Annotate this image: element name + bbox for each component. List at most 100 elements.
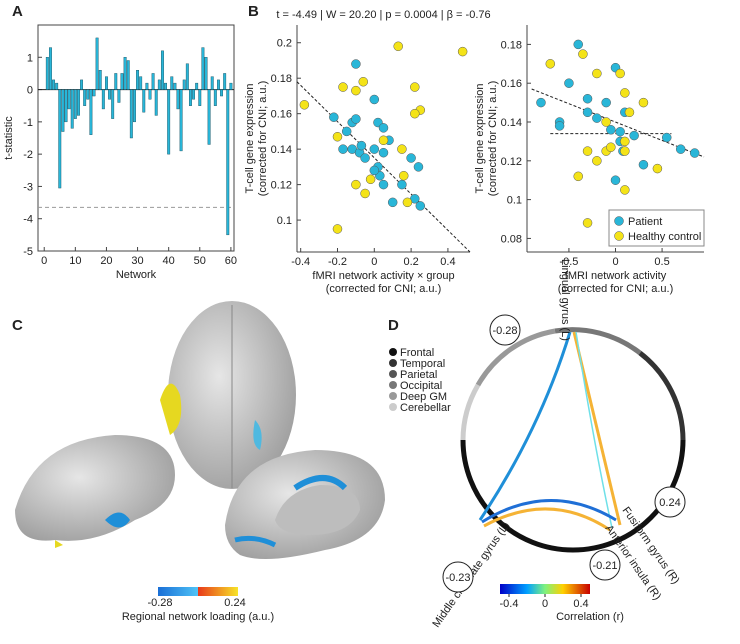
bar [64, 89, 68, 123]
bar [136, 69, 140, 90]
region-value: -0.28 [492, 325, 517, 337]
bar [154, 89, 158, 116]
y-tick-label: 0.16 [271, 109, 292, 121]
region-label: Lingual gyrus (L) [559, 259, 571, 341]
colorbar [158, 587, 198, 596]
y-tick-label: -4 [23, 214, 33, 226]
point [615, 68, 625, 79]
bar [164, 82, 168, 90]
y-tick-label: 0.14 [501, 117, 522, 129]
point [610, 175, 621, 185]
bar [117, 89, 121, 103]
y-axis-label: T-cell gene expression [244, 83, 256, 193]
point [413, 162, 424, 172]
point [606, 125, 616, 135]
point [329, 112, 339, 122]
x-tick-label: 10 [69, 255, 81, 267]
x-tick-label: 0.5 [654, 256, 669, 268]
point [675, 144, 686, 154]
y-tick-label: 0.18 [501, 39, 522, 51]
point [387, 197, 398, 208]
x-tick-label: 0.2 [403, 256, 418, 268]
colorbar-tick-label: 0 [542, 598, 548, 610]
point [351, 179, 361, 190]
bar [188, 89, 192, 106]
bar [83, 89, 87, 106]
bar [61, 89, 65, 132]
y-tick-label: -1 [23, 117, 33, 129]
point [615, 126, 625, 137]
point [415, 201, 426, 211]
bar [176, 89, 180, 110]
point [378, 147, 389, 158]
bar [73, 89, 77, 119]
x-axis-label: fMRI network activity [565, 270, 667, 282]
point [369, 165, 380, 176]
point [564, 78, 574, 88]
point [661, 132, 672, 143]
y-tick-label: 1 [27, 52, 33, 64]
point [582, 93, 593, 104]
point [620, 185, 630, 195]
bar [226, 89, 230, 236]
fit-line [531, 88, 705, 158]
value-circle [442, 561, 474, 593]
bar [148, 89, 152, 100]
bar [114, 73, 118, 90]
y-tick-label: -5 [23, 246, 33, 258]
point [689, 148, 700, 158]
bar [108, 89, 112, 100]
point [406, 153, 416, 163]
point [457, 46, 468, 57]
fit-line [296, 81, 471, 253]
chords [478, 331, 622, 532]
value-circle [589, 549, 621, 581]
bar [129, 89, 133, 139]
panel-label: B [248, 3, 259, 20]
bar [132, 89, 136, 123]
bar [229, 82, 233, 90]
legend-marker [389, 348, 397, 356]
bar [92, 89, 96, 97]
point [601, 117, 611, 127]
x-tick-label: 30 [131, 255, 143, 267]
point [332, 131, 343, 142]
legend-marker [389, 370, 397, 378]
y-axis-label: (corrected for CNI; a.u.) [487, 81, 499, 197]
region-value: -0.23 [445, 572, 470, 584]
colorbar-tick-label: 0.4 [573, 598, 588, 610]
bar [192, 89, 196, 100]
point [351, 114, 361, 124]
region-value: -0.21 [592, 560, 617, 572]
point [620, 146, 630, 156]
legend-label: Healthy control [628, 231, 701, 243]
x-axis-label: (corrected for CNI; a.u.) [558, 283, 674, 295]
bar [55, 82, 59, 90]
y-tick-label: 0.12 [501, 156, 522, 168]
colorbar [500, 584, 590, 594]
bar [160, 50, 164, 90]
point [410, 108, 420, 119]
point [620, 88, 630, 98]
y-tick-label: 0.12 [271, 180, 292, 192]
bar [95, 37, 99, 90]
point [578, 49, 588, 59]
legend-marker [614, 216, 624, 226]
colorbar-label: Regional network loading (a.u.) [122, 611, 274, 623]
legend-marker [614, 231, 624, 241]
y-tick-label: 0.14 [271, 144, 292, 156]
chord-ring [460, 327, 686, 553]
point [629, 130, 639, 141]
chart-title: t = -4.49 | W = 20.20 | p = 0.0004 | β =… [276, 9, 490, 21]
point [369, 94, 380, 105]
bar [185, 63, 189, 90]
legend-box [608, 209, 705, 247]
point [410, 82, 420, 92]
bar [210, 76, 214, 90]
bar [213, 89, 217, 106]
y-tick-label: -2 [23, 149, 33, 161]
bar [207, 89, 211, 145]
point [536, 97, 546, 108]
point [601, 97, 611, 108]
bar [58, 89, 62, 189]
